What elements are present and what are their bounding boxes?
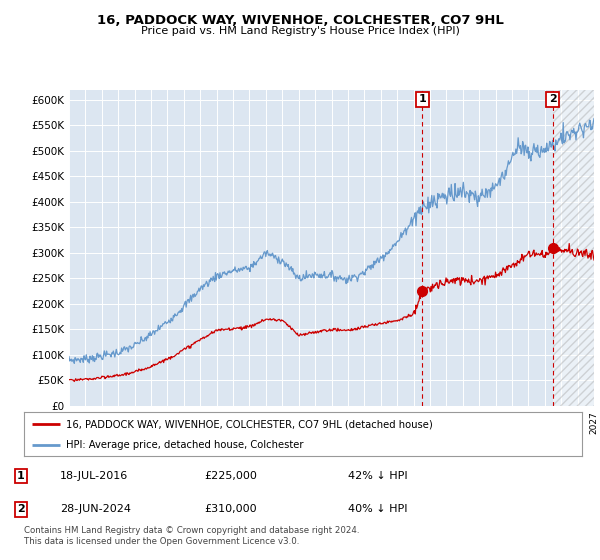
Text: 2: 2 (549, 94, 557, 104)
Text: 16, PADDOCK WAY, WIVENHOE, COLCHESTER, CO7 9HL: 16, PADDOCK WAY, WIVENHOE, COLCHESTER, C… (97, 14, 503, 27)
Text: 18-JUL-2016: 18-JUL-2016 (60, 471, 128, 481)
Text: £225,000: £225,000 (204, 471, 257, 481)
Text: HPI: Average price, detached house, Colchester: HPI: Average price, detached house, Colc… (66, 440, 304, 450)
Text: 42% ↓ HPI: 42% ↓ HPI (348, 471, 407, 481)
Text: 28-JUN-2024: 28-JUN-2024 (60, 504, 131, 514)
Text: 2: 2 (17, 504, 25, 514)
Text: £310,000: £310,000 (204, 504, 257, 514)
Text: Contains HM Land Registry data © Crown copyright and database right 2024.
This d: Contains HM Land Registry data © Crown c… (24, 526, 359, 546)
Text: 16, PADDOCK WAY, WIVENHOE, COLCHESTER, CO7 9HL (detached house): 16, PADDOCK WAY, WIVENHOE, COLCHESTER, C… (66, 419, 433, 429)
Text: Price paid vs. HM Land Registry's House Price Index (HPI): Price paid vs. HM Land Registry's House … (140, 26, 460, 36)
Text: 40% ↓ HPI: 40% ↓ HPI (348, 504, 407, 514)
Text: 1: 1 (419, 94, 426, 104)
Text: 1: 1 (17, 471, 25, 481)
